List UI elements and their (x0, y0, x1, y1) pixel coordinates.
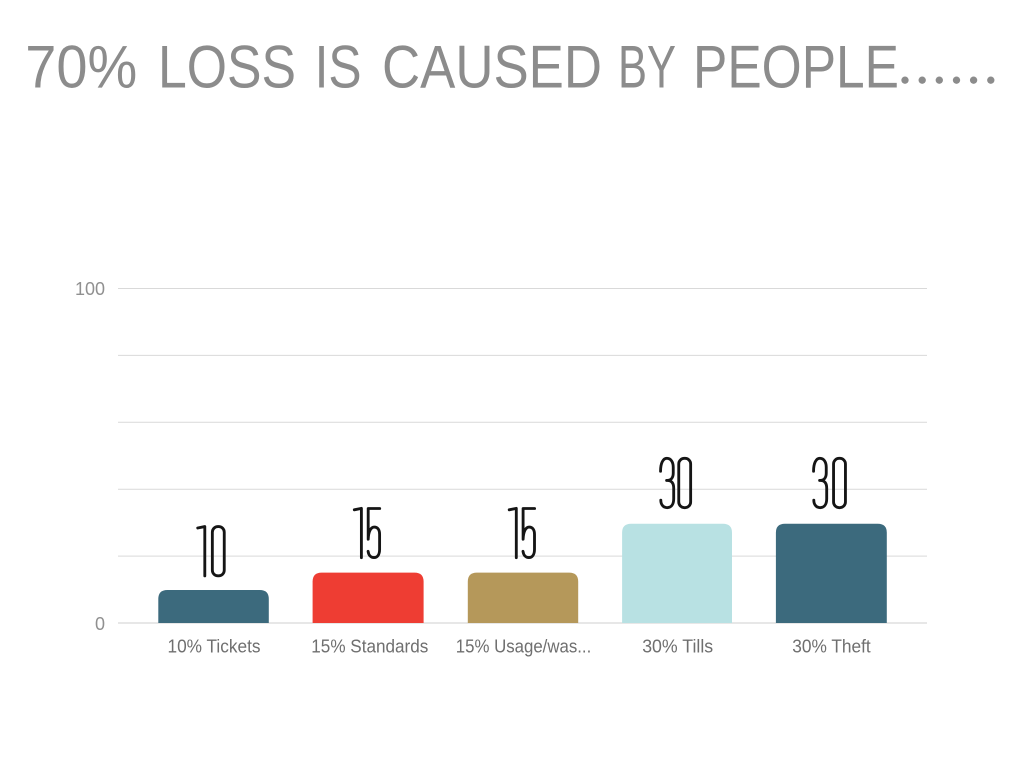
svg-text:BY: BY (618, 32, 676, 100)
svg-text:30% Theft: 30% Theft (792, 637, 871, 657)
svg-text:15% Usage/was...: 15% Usage/was... (456, 637, 592, 657)
svg-text:30% Tills: 30% Tills (642, 637, 713, 657)
svg-text:0: 0 (95, 614, 105, 634)
svg-text:100: 100 (75, 279, 105, 299)
svg-text:IS: IS (315, 32, 362, 100)
svg-text:PEOPLE: PEOPLE (693, 32, 899, 100)
svg-text:CAUSED: CAUSED (382, 32, 602, 100)
svg-text:15% Standards: 15% Standards (311, 637, 428, 657)
svg-text:10% Tickets: 10% Tickets (168, 637, 261, 657)
svg-text:70%: 70% (25, 32, 137, 100)
svg-text:LOSS: LOSS (158, 32, 296, 100)
